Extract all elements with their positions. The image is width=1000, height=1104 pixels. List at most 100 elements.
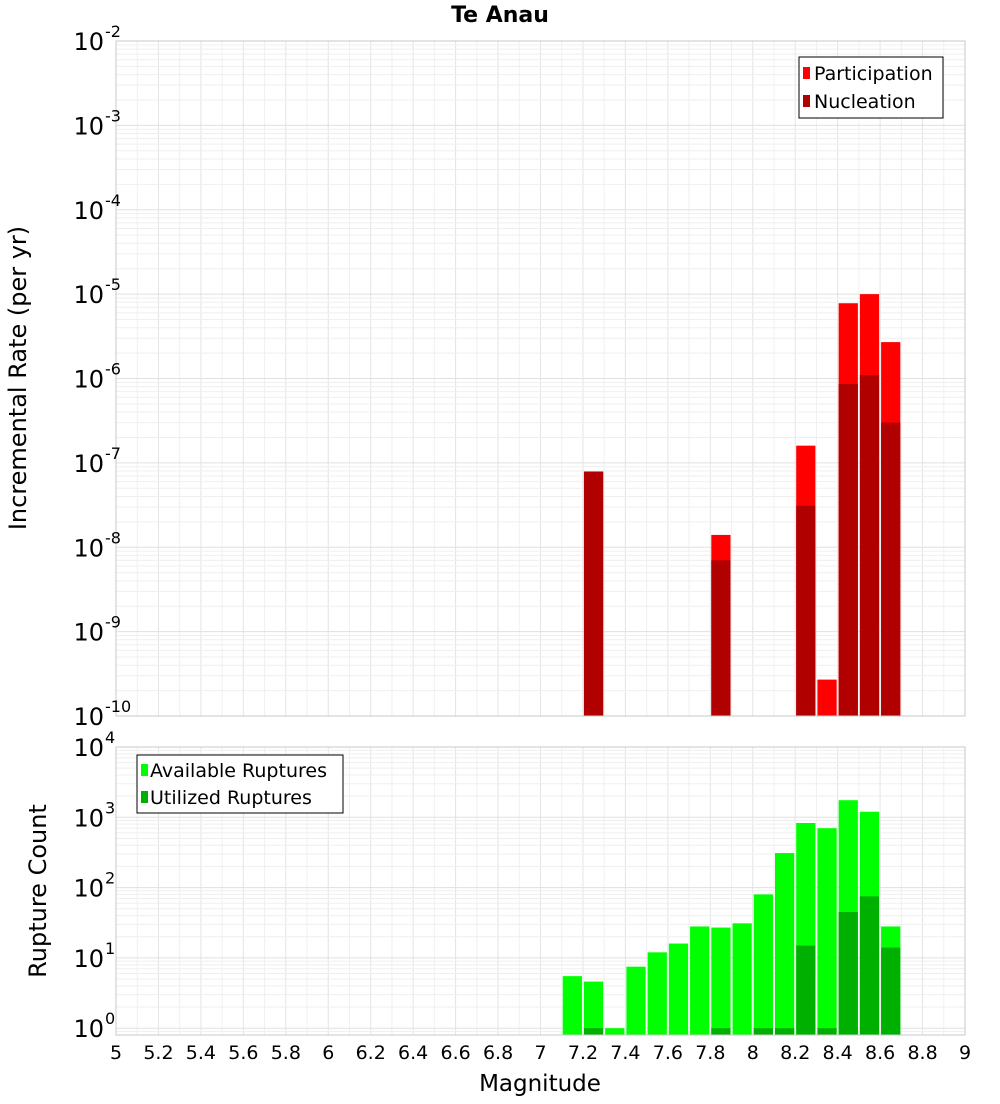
x-tick-label: 5.6: [228, 1042, 258, 1064]
x-tick-label: 8.4: [823, 1042, 853, 1064]
x-tick-label: 7.2: [568, 1042, 598, 1064]
count-y-tick-exponent: 3: [105, 798, 115, 817]
rate-y-axis-label: Incremental Rate (per yr): [4, 226, 32, 530]
x-ticks: 5 5.2 5.4 5.6 5.8 6 6.2 6.4 6.6 6.8 7 7.2 7.4 7.6 7.8 8…: [110, 1042, 971, 1064]
count-y-tick-exponent: 2: [105, 869, 115, 888]
count-y-tick-label: 10: [73, 945, 104, 973]
x-tick-label: 6.4: [398, 1042, 428, 1064]
rate-bar-series2: [796, 505, 816, 716]
rate-legend: Participation Nucleation: [798, 56, 944, 119]
count-bar-series1: [817, 828, 837, 1035]
count-bar-series1: [732, 923, 752, 1035]
x-tick-label: 7.4: [610, 1042, 640, 1064]
count-bar-series1: [668, 943, 689, 1035]
rate-y-tick-exponent: -3: [105, 106, 121, 125]
rate-y-tick-exponent: -7: [105, 444, 121, 463]
chart-title: Te Anau: [451, 3, 549, 28]
rate-bar-series1: [817, 679, 837, 716]
rate-grid: [115, 40, 966, 717]
x-tick-label: 6.8: [483, 1042, 513, 1064]
count-bar-series2: [817, 1028, 837, 1035]
available-legend-swatch: [141, 764, 148, 776]
x-tick-label: 6: [322, 1042, 334, 1064]
count-bar-series1: [626, 966, 646, 1035]
count-y-tick-exponent: 1: [105, 939, 115, 958]
count-y-tick-label: 10: [73, 804, 104, 832]
x-tick-label: 5.4: [186, 1042, 216, 1064]
count-bar-series1: [647, 952, 667, 1035]
x-tick-label: 5.8: [271, 1042, 301, 1064]
x-tick-label: 7.6: [653, 1042, 683, 1064]
x-tick-label: 8.8: [907, 1042, 937, 1064]
count-bar-series2: [796, 945, 816, 1035]
participation-legend-label: Participation: [814, 63, 933, 85]
count-bar-series2: [711, 1028, 731, 1035]
rate-y-tick-exponent: -5: [105, 275, 121, 294]
rate-y-tick-label: 10: [73, 450, 104, 478]
count-legend: Available Ruptures Utilized Ruptures: [136, 754, 344, 814]
x-tick-label: 8: [747, 1042, 759, 1064]
count-bar-series1: [690, 926, 710, 1035]
rate-y-tick-label: 10: [73, 366, 104, 394]
rate-bars: [583, 294, 901, 716]
x-tick-label: 5.2: [143, 1042, 173, 1064]
rate-y-tick-label: 10: [73, 619, 104, 647]
count-bar-series1: [583, 981, 604, 1035]
count-y-tick-exponent: 4: [105, 728, 115, 747]
x-tick-label: 5: [110, 1042, 122, 1064]
count-bar-series2: [838, 911, 858, 1035]
rate-bar-series2: [881, 422, 901, 716]
count-bars: [562, 800, 901, 1035]
x-axis-label: Magnitude: [479, 1071, 601, 1097]
participation-legend-swatch: [803, 67, 810, 79]
count-bar-series2: [881, 947, 901, 1035]
x-tick-label: 7.8: [695, 1042, 725, 1064]
rate-y-tick-label: 10: [73, 112, 104, 140]
count-bar-series1: [711, 927, 731, 1035]
rate-y-tick-exponent: -10: [105, 697, 131, 716]
count-legend-box: [136, 754, 344, 814]
count-y-tick-label: 10: [73, 1015, 104, 1043]
rate-legend-box: [798, 56, 944, 119]
utilized-legend-swatch: [141, 791, 148, 803]
x-tick-label: 6.6: [440, 1042, 470, 1064]
count-bar-series2: [583, 1028, 604, 1035]
x-tick-label: 9: [959, 1042, 971, 1064]
count-bar-series2: [753, 1028, 773, 1035]
rate-y-tick-exponent: -2: [105, 22, 121, 41]
rate-y-tick-label: 10: [73, 703, 104, 731]
x-tick-label: 7: [534, 1042, 546, 1064]
count-bar-series2: [859, 896, 880, 1035]
count-y-tick-label: 10: [73, 875, 104, 903]
count-y-tick-exponent: 0: [105, 1009, 115, 1028]
rate-bar-series2: [859, 375, 880, 716]
nucleation-legend-swatch: [803, 95, 810, 107]
available-legend-label: Available Ruptures: [150, 760, 327, 782]
count-bar-series1: [774, 853, 795, 1035]
count-y-axis-label: Rupture Count: [24, 804, 52, 978]
rate-y-ticks: 10-210-310-410-510-610-710-810-910-10: [73, 22, 131, 731]
count-bar-series1: [753, 894, 773, 1035]
rate-y-tick-exponent: -6: [105, 360, 121, 379]
rate-y-tick-label: 10: [73, 28, 104, 56]
rate-bar-series2: [838, 384, 858, 716]
count-bar-series1: [562, 976, 582, 1035]
rate-bar-series2: [583, 471, 604, 716]
rate-y-tick-exponent: -9: [105, 613, 121, 632]
utilized-legend-label: Utilized Ruptures: [150, 787, 312, 809]
nucleation-legend-label: Nucleation: [814, 91, 916, 113]
rate-bar-series2: [711, 560, 731, 716]
rate-y-tick-label: 10: [73, 534, 104, 562]
count-plot-frame: [115, 746, 966, 1036]
count-bar-series1: [605, 1028, 625, 1035]
x-tick-label: 6.2: [356, 1042, 386, 1064]
count-bar-series2: [774, 1028, 795, 1035]
rate-y-tick-exponent: -4: [105, 191, 121, 210]
rate-y-tick-label: 10: [73, 281, 104, 309]
rate-plot-frame: [115, 40, 966, 717]
rate-y-tick-label: 10: [73, 197, 104, 225]
x-tick-label: 8.2: [780, 1042, 810, 1064]
